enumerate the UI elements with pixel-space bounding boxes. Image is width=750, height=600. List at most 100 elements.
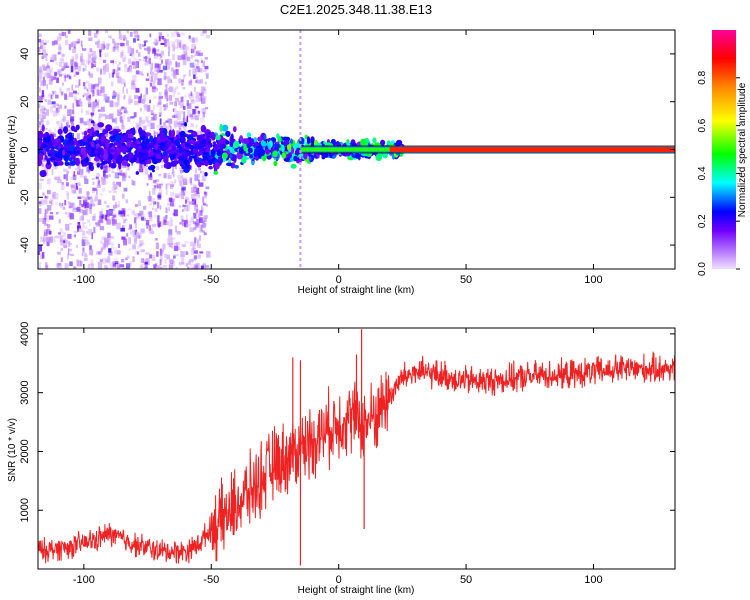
noise-blob [107,232,111,238]
noise-blob [92,101,97,108]
y-tick-label: 20 [19,96,31,108]
noise-blob [168,50,170,57]
noise-blob [71,109,75,115]
noise-blob [201,61,205,67]
noise-blob [170,219,173,227]
noise-blob [82,247,85,253]
noise-blob [167,78,171,84]
noise-blob [91,84,96,90]
noise-blob [82,247,85,250]
noise-blob [85,59,88,64]
colorbar-label: Normalized spectral amplitude [737,82,748,217]
noise-blob [105,259,109,263]
noise-blob [81,242,86,245]
noise-blob [185,223,190,227]
noise-blob [88,37,93,41]
noise-blob [206,73,209,79]
noise-blob [120,34,122,41]
snr-panel: -100 -50 0 50 100 1000 2000 3000 4000 Height of … [7,322,676,596]
noise-blob [98,124,102,131]
noise-blob [194,237,197,244]
noise-blob [100,106,105,112]
noise-blob [158,266,163,269]
noise-blob [177,246,181,250]
noise-blob [58,219,61,224]
noise-blob [81,196,85,199]
signal-blob [250,138,255,145]
noise-blob [63,116,66,122]
noise-blob [117,94,120,101]
noise-blob [114,219,117,225]
noise-blob [45,120,50,125]
noise-blob [163,38,166,41]
noise-blob [109,210,113,214]
signal-blob [152,137,157,145]
noise-blob [112,263,116,266]
noise-blob [84,64,86,71]
noise-blob [197,175,200,181]
noise-blob [173,114,178,118]
noise-blob [73,61,78,67]
signal-blob [286,143,292,151]
noise-blob [151,255,156,262]
noise-blob [49,70,53,76]
noise-blob [176,230,181,235]
noise-blob [154,79,156,83]
signal-blob [323,153,329,158]
noise-blob [76,100,80,107]
noise-blob [49,75,53,81]
noise-blob [81,108,83,114]
noise-blob [62,114,66,121]
signal-blob [130,144,137,148]
signal-blob [189,139,196,144]
noise-blob [200,86,205,93]
noise-blob [51,169,54,175]
noise-blob [66,88,71,92]
noise-blob [155,238,158,241]
noise-blob [166,41,170,45]
noise-blob [74,92,80,95]
noise-blob [158,97,162,105]
signal-blob [73,128,78,133]
noise-blob [121,267,127,269]
noise-blob [198,52,203,57]
noise-blob [122,115,126,120]
signal-blob [46,158,51,166]
noise-blob [132,152,137,155]
noise-blob [175,225,178,233]
noise-blob [202,175,206,180]
noise-blob [185,263,189,267]
noise-blob [131,48,135,55]
noise-blob [133,30,139,35]
signal-blob [171,129,175,138]
noise-blob [189,241,195,247]
noise-blob [80,175,84,178]
signal-blob [129,158,136,163]
noise-blob [174,195,177,199]
noise-blob [200,171,203,174]
noise-blob [162,65,168,71]
noise-blob [61,68,64,71]
noise-blob [176,40,181,48]
signal-blob [206,132,210,141]
signal-blob [263,134,267,140]
noise-blob [115,117,118,125]
noise-blob [142,59,146,62]
noise-blob [168,118,173,124]
noise-blob [183,205,188,212]
noise-blob [119,213,122,218]
noise-blob [165,59,169,65]
noise-blob [169,181,174,186]
noise-blob [194,53,198,56]
snr-ylabel: SNR (10 * v/v) [7,418,18,482]
noise-blob [195,80,198,83]
noise-blob [151,85,156,93]
noise-blob [205,34,210,39]
noise-blob [97,219,101,224]
noise-blob [108,43,111,47]
noise-blob [59,179,62,184]
noise-blob [77,182,81,187]
noise-blob [122,57,126,62]
noise-blob [88,228,93,235]
noise-blob [175,62,180,68]
